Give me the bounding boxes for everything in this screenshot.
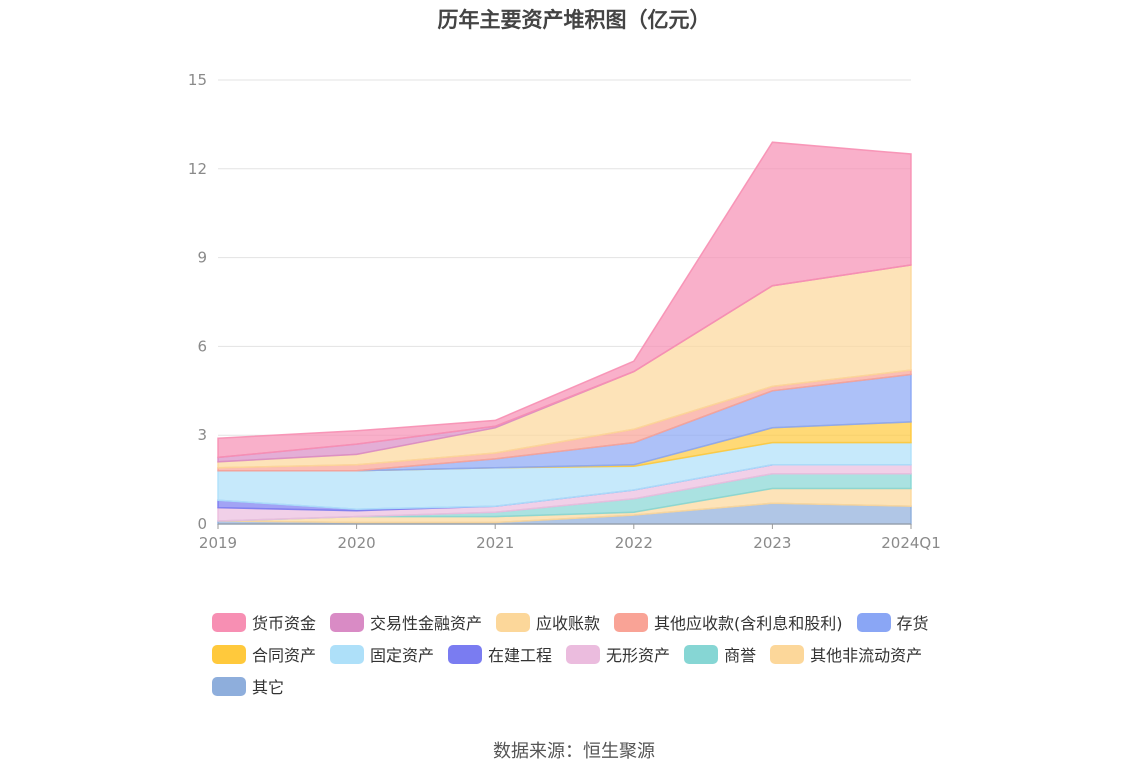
x-tick-label: 2024Q1 [881, 534, 941, 552]
legend-item[interactable]: 固定资产 [330, 642, 434, 666]
legend-label: 无形资产 [606, 646, 671, 665]
legend-swatch [330, 612, 365, 632]
x-tick-label: 2023 [753, 534, 791, 552]
legend-row: 其它 [212, 670, 972, 702]
legend-item[interactable]: 无形资产 [566, 642, 670, 666]
legend-label: 商誉 [724, 646, 757, 665]
legend-item[interactable]: 在建工程 [448, 642, 552, 666]
legend-swatch [856, 612, 891, 632]
legend-swatch [614, 612, 649, 632]
legend-item[interactable]: 存货 [856, 610, 929, 634]
legend-label: 其它 [252, 678, 285, 697]
legend: 货币资金 交易性金融资产 应收账款 其他应收款(含利息和股利) 存货合同资产 固定资产 在建… [212, 606, 972, 702]
legend-item[interactable]: 其他应收款(含利息和股利) [614, 610, 843, 634]
legend-swatch [212, 612, 246, 632]
legend-swatch [330, 644, 365, 664]
legend-swatch [448, 644, 483, 664]
legend-swatch [212, 676, 246, 696]
legend-item[interactable]: 货币资金 [212, 610, 316, 634]
x-tick-label: 2022 [615, 534, 653, 552]
legend-swatch [496, 612, 531, 632]
x-tick-label: 2021 [476, 534, 514, 552]
legend-label: 其他应收款(含利息和股利) [654, 614, 843, 633]
legend-label: 存货 [896, 614, 929, 633]
area-layer [217, 141, 912, 525]
y-tick-label: 15 [188, 71, 207, 89]
y-tick-label: 9 [197, 249, 207, 267]
legend-item[interactable]: 交易性金融资产 [330, 610, 482, 634]
legend-label: 固定资产 [370, 646, 435, 665]
legend-swatch [212, 644, 246, 664]
legend-label: 应收账款 [536, 614, 601, 633]
legend-label: 在建工程 [488, 646, 553, 665]
y-tick-label: 6 [197, 337, 207, 355]
y-tick-label: 3 [197, 426, 207, 444]
legend-row: 货币资金 交易性金融资产 应收账款 其他应收款(含利息和股利) 存货 [212, 606, 972, 638]
area-series-0[interactable] [217, 141, 912, 459]
legend-item[interactable]: 其他非流动资产 [770, 642, 922, 666]
legend-item[interactable]: 合同资产 [212, 642, 316, 666]
source-note: 数据来源：恒生聚源 [493, 741, 655, 762]
x-tick-label: 2019 [199, 534, 237, 552]
y-tick-label: 12 [188, 160, 207, 178]
stacked-area-chart: 0 3 6 9 12 15 2019 2020 2021 2022 2023 2024Q1 [188, 71, 941, 552]
legend-label: 交易性金融资产 [370, 614, 483, 633]
legend-label: 货币资金 [252, 614, 317, 633]
legend-item[interactable]: 其它 [212, 674, 284, 698]
legend-label: 合同资产 [252, 646, 317, 665]
legend-swatch [566, 644, 601, 664]
x-tick-label: 2020 [338, 534, 376, 552]
legend-row: 合同资产 固定资产 在建工程 无形资产 商誉 其他非流动资产 [212, 638, 972, 670]
legend-swatch [770, 644, 805, 664]
axis-layer: 0 3 6 9 12 15 2019 2020 2021 2022 2023 2024Q1 [188, 71, 941, 552]
legend-swatch [684, 644, 719, 664]
legend-label: 其他非流动资产 [810, 646, 923, 665]
legend-item[interactable]: 商誉 [684, 642, 756, 666]
legend-item[interactable]: 应收账款 [496, 610, 600, 634]
chart-title: 历年主要资产堆积图（亿元） [437, 8, 711, 32]
y-tick-label: 0 [197, 515, 207, 533]
